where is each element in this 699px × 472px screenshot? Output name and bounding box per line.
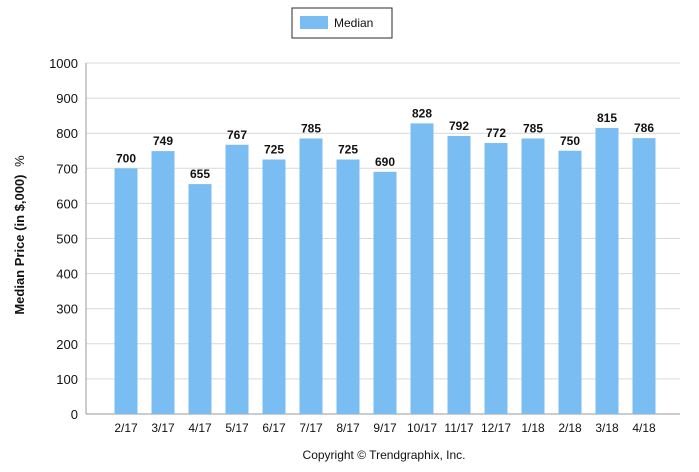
bar [410, 123, 434, 414]
legend-label: Median [334, 16, 373, 30]
y-tick-label: 600 [56, 196, 78, 211]
data-label: 690 [375, 155, 395, 169]
bar [299, 138, 323, 414]
x-tick-label: 6/17 [262, 421, 286, 435]
x-tick-label: 4/17 [188, 421, 212, 435]
legend-swatch [300, 16, 328, 29]
y-tick-label: 900 [56, 91, 78, 106]
bar [447, 136, 471, 414]
bar [558, 150, 582, 414]
data-label: 749 [153, 134, 173, 148]
y-axis-title: Median Price (in $,000) % [12, 155, 27, 315]
data-label: 772 [486, 126, 506, 140]
bar [632, 138, 656, 414]
x-tick-label: 7/17 [299, 421, 323, 435]
y-tick-label: 200 [56, 337, 78, 352]
data-label: 700 [116, 151, 136, 165]
x-tick-label: 10/17 [407, 421, 437, 435]
data-labels: 700 749 655 767 725 785 725 690 828 792 772 785 750 8… [116, 106, 654, 181]
x-tick-label: 11/17 [444, 421, 473, 435]
y-tick-label: 300 [56, 302, 78, 317]
x-tick-label: 3/18 [595, 421, 619, 435]
data-label: 725 [338, 143, 358, 157]
y-axis-ticks: 0 100 200 300 400 500 600 700 800 900 1000 [49, 56, 78, 422]
y-tick-label: 700 [56, 161, 78, 176]
bar [521, 138, 545, 414]
bar [188, 184, 212, 414]
y-tick-label: 0 [71, 407, 78, 422]
bar [262, 159, 286, 414]
y-tick-label: 500 [56, 232, 78, 247]
x-tick-label: 1/18 [521, 421, 545, 435]
y-axis-title-suffix: % [12, 155, 27, 167]
y-tick-label: 100 [56, 372, 78, 387]
x-tick-label: 8/17 [336, 421, 360, 435]
x-axis-ticks: 2/17 3/17 4/17 5/17 6/17 7/17 8/17 9/17 10/17 11/… [114, 421, 656, 435]
y-tick-label: 800 [56, 126, 78, 141]
bar [373, 171, 397, 414]
bar [225, 144, 249, 414]
x-tick-label: 5/17 [225, 421, 249, 435]
bar [336, 159, 360, 414]
x-tick-label: 9/17 [373, 421, 397, 435]
bars [114, 123, 656, 414]
x-tick-label: 3/17 [151, 421, 175, 435]
x-tick-label: 2/18 [558, 421, 582, 435]
y-tick-label: 400 [56, 267, 78, 282]
legend: Median [291, 7, 393, 39]
copyright-text: Copyright © Trendgraphix, Inc. [303, 448, 466, 462]
data-label: 828 [412, 106, 432, 120]
data-label: 767 [227, 128, 247, 142]
data-label: 785 [523, 121, 543, 135]
data-label: 785 [301, 121, 321, 135]
x-tick-label: 4/18 [632, 421, 656, 435]
data-label: 750 [560, 134, 580, 148]
x-tick-label: 2/17 [114, 421, 138, 435]
data-label: 815 [597, 111, 617, 125]
x-tick-label: 12/17 [481, 421, 511, 435]
y-tick-label: 1000 [49, 56, 78, 71]
bar [595, 127, 619, 414]
data-label: 792 [449, 119, 469, 133]
data-label: 725 [264, 143, 284, 157]
data-label: 786 [634, 121, 654, 135]
data-label: 655 [190, 167, 210, 181]
bar [484, 143, 508, 414]
bar [114, 168, 138, 414]
y-axis-title-text: Median Price (in $,000) [12, 175, 27, 315]
bar [151, 151, 175, 414]
